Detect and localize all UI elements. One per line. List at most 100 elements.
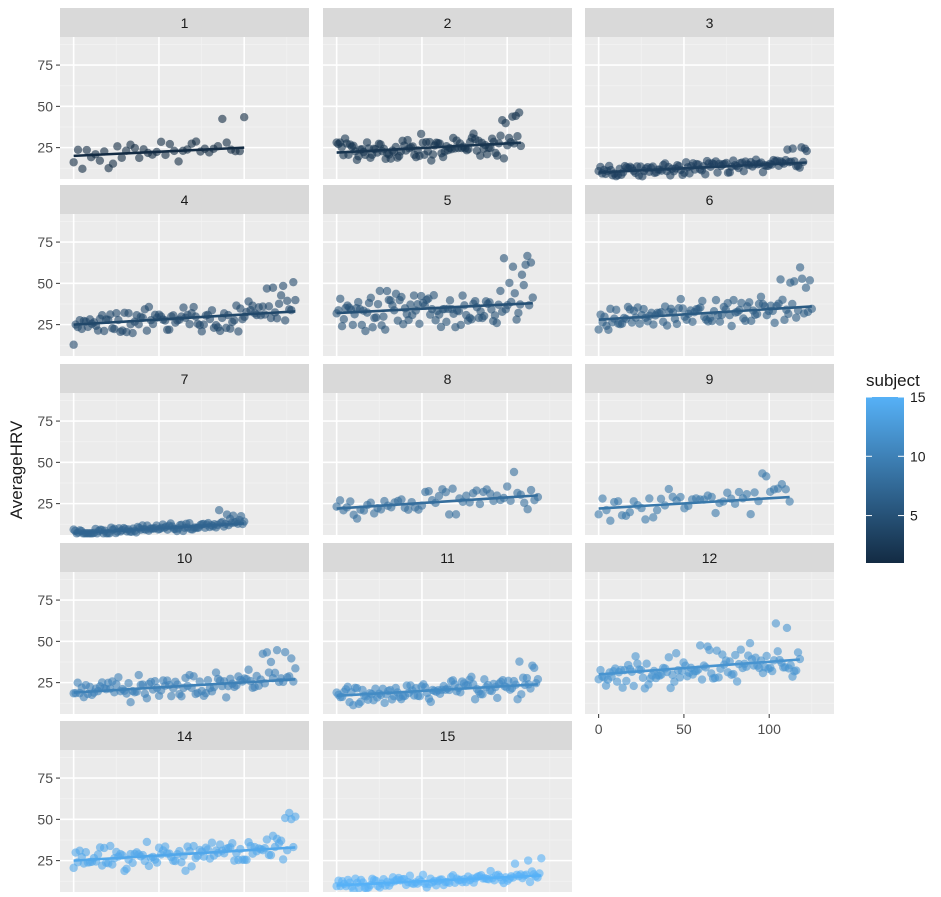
- data-point: [207, 306, 217, 315]
- data-point: [492, 151, 502, 160]
- data-point: [130, 143, 140, 153]
- data-point: [664, 484, 674, 494]
- data-point: [124, 679, 133, 688]
- data-point: [81, 848, 91, 857]
- data-point: [291, 295, 300, 305]
- data-point: [746, 510, 755, 519]
- data-point: [784, 309, 793, 319]
- data-point: [174, 157, 183, 166]
- data-point: [352, 514, 362, 523]
- data-point: [778, 295, 787, 304]
- x-tick-label: 100: [758, 721, 782, 737]
- data-point: [493, 693, 502, 703]
- facet-panel-15: 15: [323, 721, 572, 895]
- facet-strip-label: 14: [177, 728, 193, 744]
- data-point: [264, 302, 274, 311]
- data-point: [99, 326, 109, 336]
- data-point: [93, 850, 103, 859]
- facet-strip: [585, 364, 834, 393]
- data-point: [291, 664, 300, 673]
- data-point: [745, 639, 755, 648]
- data-point: [731, 650, 740, 660]
- data-point: [376, 505, 386, 514]
- data-point: [618, 683, 627, 692]
- data-point: [520, 498, 529, 508]
- data-point: [456, 688, 465, 697]
- data-point: [604, 325, 613, 334]
- data-point: [138, 680, 148, 689]
- facet-strip: [60, 185, 309, 214]
- facet-panel-1: 1 25 50 75: [37, 8, 309, 179]
- data-point: [522, 673, 532, 683]
- data-point: [405, 871, 415, 880]
- data-point: [142, 326, 152, 335]
- data-point: [596, 665, 605, 675]
- data-point: [221, 693, 231, 702]
- data-point: [642, 659, 651, 668]
- data-point: [415, 692, 424, 701]
- facet-strip-label: 4: [181, 192, 189, 208]
- y-tick-label: 75: [37, 57, 53, 73]
- data-point: [152, 858, 162, 867]
- facet-strip: [60, 721, 309, 750]
- data-point: [375, 286, 385, 296]
- data-point: [222, 138, 231, 147]
- data-point: [797, 274, 807, 283]
- data-point: [666, 683, 675, 693]
- data-point: [397, 292, 406, 302]
- data-point: [181, 866, 190, 875]
- trend-line: [73, 846, 296, 862]
- data-point: [207, 838, 217, 847]
- trend-line: [336, 301, 533, 315]
- data-point: [203, 676, 213, 685]
- data-point: [756, 292, 766, 301]
- data-point: [214, 506, 224, 515]
- trend-line: [73, 522, 245, 535]
- data-point: [676, 492, 685, 502]
- data-point: [78, 164, 87, 174]
- data-point: [134, 320, 143, 329]
- data-point: [470, 695, 480, 704]
- data-point: [229, 511, 238, 520]
- data-point: [108, 159, 118, 168]
- data-point: [142, 837, 152, 847]
- data-point: [428, 150, 438, 159]
- data-point: [496, 286, 505, 296]
- data-point: [108, 860, 117, 869]
- data-point: [228, 839, 237, 848]
- data-point: [662, 321, 672, 330]
- trend-line: [598, 495, 790, 510]
- data-point: [790, 277, 799, 286]
- data-point: [746, 316, 756, 326]
- facet-strip-label: 8: [444, 371, 452, 387]
- data-point: [462, 491, 471, 500]
- data-point: [631, 652, 640, 661]
- data-point: [479, 311, 489, 321]
- data-point: [73, 145, 83, 154]
- y-tick-label: 25: [37, 140, 53, 156]
- data-point: [445, 510, 454, 519]
- trend-line: [73, 310, 296, 326]
- x-tick-label: 0: [595, 721, 603, 737]
- data-point: [126, 698, 135, 707]
- data-point: [594, 510, 603, 519]
- facet-panel-12: 12: [585, 543, 834, 714]
- data-point: [741, 316, 750, 326]
- data-point: [711, 295, 721, 305]
- data-point: [668, 670, 677, 680]
- data-point: [805, 276, 815, 285]
- facet-strip-label: 12: [702, 550, 718, 566]
- data-point: [415, 319, 424, 329]
- facet-strip: [585, 185, 834, 214]
- data-point: [519, 280, 528, 290]
- data-point: [688, 317, 697, 326]
- legend-tick-label: 15: [910, 389, 926, 405]
- data-point: [649, 513, 658, 522]
- facet-panel-10: 10 25 50 75: [37, 543, 309, 714]
- facet-panel-3: 3: [585, 8, 834, 181]
- data-point: [514, 308, 523, 318]
- data-point: [533, 675, 543, 684]
- data-point: [69, 158, 78, 167]
- facet-panel-9: 9: [585, 364, 834, 535]
